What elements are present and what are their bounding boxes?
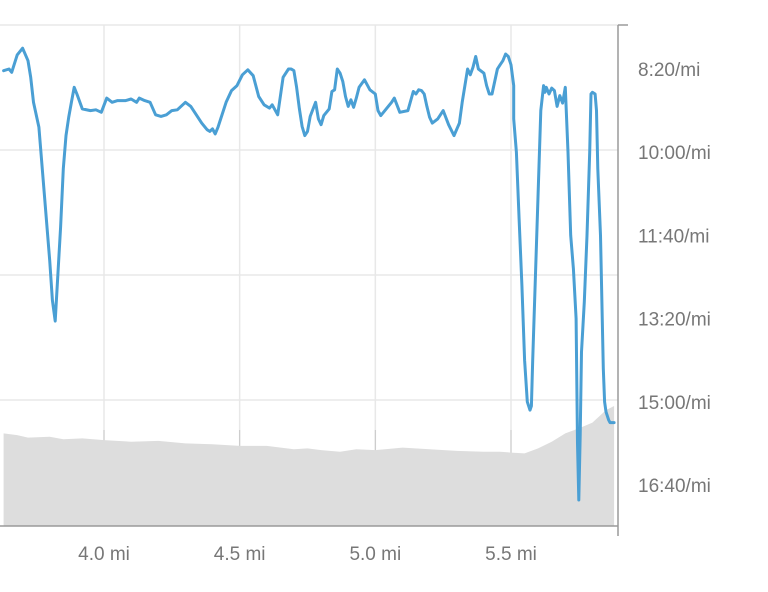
x-tick-label-0: 4.0 mi (78, 544, 130, 565)
x-tick-label-1: 4.5 mi (214, 544, 266, 565)
y-tick-label-4: 15:00/mi (638, 393, 711, 414)
axis-layer (0, 24, 628, 536)
y-tick-labels: 8:20/mi 10:00/mi 11:40/mi 13:20/mi 15:00/mi 1… (638, 60, 711, 497)
grid-layer (0, 24, 618, 526)
x-tick-label-3: 5.5 mi (485, 544, 537, 565)
y-tick-label-0: 8:20/mi (638, 60, 700, 81)
elevation-area (3, 406, 615, 526)
x-tick-labels: 4.0 mi 4.5 mi 5.0 mi 5.5 mi (78, 544, 537, 565)
y-tick-label-3: 13:20/mi (638, 310, 711, 331)
pace-line (2, 46, 616, 502)
y-tick-label-5: 16:40/mi (638, 476, 711, 497)
y-tick-label-2: 11:40/mi (638, 226, 709, 247)
x-tick-label-2: 5.0 mi (349, 544, 401, 565)
y-tick-label-1: 10:00/mi (638, 143, 711, 164)
pace-line-layer (2, 46, 616, 502)
elevation-area-layer (3, 406, 615, 526)
